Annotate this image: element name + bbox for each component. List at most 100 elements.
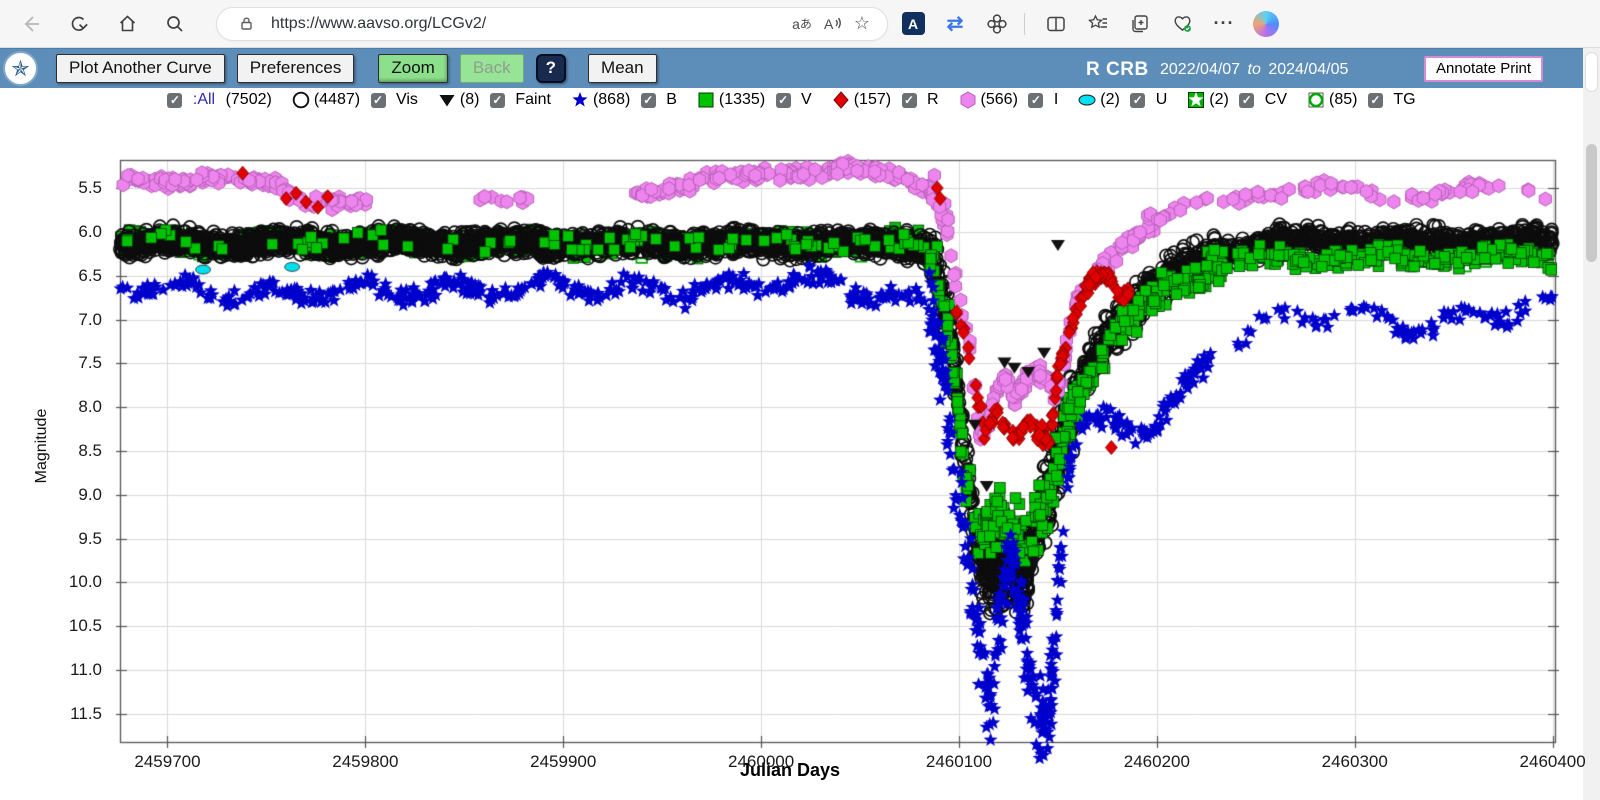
legend-label-all: :All: [193, 91, 215, 109]
x-tick-label: 2460100: [914, 752, 1004, 772]
back-icon[interactable]: [14, 7, 48, 41]
legend-checkbox-cv[interactable]: ✓: [1239, 93, 1254, 108]
browser-toolbar: https://www.aavso.org/LCGv2/ aあ A ☆ A ⇄ …: [0, 0, 1600, 48]
legend-checkbox-r[interactable]: ✓: [902, 93, 917, 108]
y-tick-label: 5.5: [38, 178, 102, 198]
x-tick-label: 2460300: [1310, 752, 1400, 772]
x-tick-label: 2460400: [1508, 752, 1598, 772]
legend-checkbox-v[interactable]: ✓: [776, 93, 791, 108]
faint-marker-icon: [437, 90, 457, 110]
lcg-toolbar: ✯ Plot Another Curve Preferences Zoom Ba…: [0, 48, 1583, 88]
scrollbar-cap: [1585, 52, 1598, 92]
x-tick-label: 2460200: [1112, 752, 1202, 772]
legend-item-v: (1335) ✓ V: [696, 90, 812, 110]
read-aloud-icon[interactable]: A: [817, 9, 847, 39]
aavso-logo-icon[interactable]: ✯: [3, 51, 38, 86]
legend-item-r: (157) ✓ R: [831, 90, 939, 110]
legend-count-b: (868): [593, 91, 630, 109]
legend-count-r: (157): [854, 91, 891, 109]
legend-checkbox-u[interactable]: ✓: [1130, 93, 1145, 108]
u-marker-icon: [1077, 90, 1097, 110]
legend-checkbox-all[interactable]: ✓: [167, 93, 182, 108]
legend-item-cv: (2) ✓ CV: [1186, 90, 1287, 110]
star-name-title: R CRB: [1086, 59, 1149, 81]
settings-ellipsis-icon[interactable]: ···: [1207, 7, 1241, 41]
y-tick-label: 9.0: [38, 485, 102, 505]
x-tick-label: 2459700: [122, 752, 212, 772]
legend-label-v: V: [801, 91, 812, 109]
legend-checkbox-vis[interactable]: ✓: [371, 93, 386, 108]
legend-label-vis: Vis: [396, 91, 418, 109]
translate-icon[interactable]: aあ: [787, 9, 817, 39]
mean-button[interactable]: Mean: [588, 54, 657, 83]
legend-item-all: ✓ :All (7502): [167, 91, 271, 109]
annotate-print-button[interactable]: Annotate Print: [1424, 56, 1543, 82]
y-tick-label: 6.5: [38, 266, 102, 286]
help-button[interactable]: ?: [536, 54, 566, 83]
svg-text:A: A: [824, 16, 834, 32]
favorite-star-icon[interactable]: ☆: [847, 9, 877, 39]
legend-label-u: U: [1156, 91, 1168, 109]
toolbar-divider: [1024, 13, 1025, 35]
cv-marker-icon: [1186, 90, 1206, 110]
collections-icon[interactable]: [1123, 7, 1157, 41]
r-marker-icon: [831, 90, 851, 110]
legend-item-vis: (4487) ✓ Vis: [291, 90, 418, 110]
favorites-list-icon[interactable]: [1081, 7, 1115, 41]
extension-a-icon[interactable]: A: [896, 7, 930, 41]
y-tick-label: 11.0: [38, 660, 102, 680]
legend-count-faint: (8): [460, 91, 480, 109]
legend-count-vis: (4487): [314, 91, 360, 109]
address-bar[interactable]: https://www.aavso.org/LCGv2/ aあ A ☆: [216, 7, 888, 41]
v-marker-icon: [696, 90, 716, 110]
light-curve-plot[interactable]: [0, 118, 1600, 800]
y-tick-label: 9.5: [38, 529, 102, 549]
legend-checkbox-faint[interactable]: ✓: [490, 93, 505, 108]
legend-checkbox-tg[interactable]: ✓: [1368, 93, 1383, 108]
legend-label-i: I: [1054, 91, 1058, 109]
light-curve-chart: [0, 118, 1600, 800]
x-tick-label: 2460000: [716, 752, 806, 772]
preferences-button[interactable]: Preferences: [237, 54, 355, 83]
date-start: 2022/04/07: [1160, 61, 1240, 78]
i-marker-icon: [958, 90, 978, 110]
y-tick-label: 10.5: [38, 616, 102, 636]
date-range: 2022/04/07 to 2024/04/05: [1160, 61, 1348, 79]
copilot-icon[interactable]: [1249, 7, 1283, 41]
refresh-icon[interactable]: [62, 7, 96, 41]
sync-tabs-icon[interactable]: ⇄: [938, 7, 972, 41]
zoom-button[interactable]: Zoom: [378, 54, 447, 83]
back-button[interactable]: Back: [460, 54, 524, 83]
legend-count-i: (566): [981, 91, 1018, 109]
split-screen-icon[interactable]: [1039, 7, 1073, 41]
legend-item-b: (868) ✓ B: [570, 90, 677, 110]
band-legend: ✓ :All (7502) (4487) ✓ Vis (8) ✓ Faint (868…: [0, 90, 1583, 110]
y-tick-label: 7.0: [38, 310, 102, 330]
legend-item-faint: (8) ✓ Faint: [437, 90, 551, 110]
y-tick-label: 10.0: [38, 572, 102, 592]
legend-count-u: (2): [1100, 91, 1120, 109]
y-tick-label: 8.0: [38, 397, 102, 417]
legend-label-tg: TG: [1393, 91, 1415, 109]
legend-label-b: B: [666, 91, 677, 109]
y-tick-label: 11.5: [38, 704, 102, 724]
date-end: 2024/04/05: [1268, 61, 1348, 78]
legend-item-i: (566) ✓ I: [958, 90, 1059, 110]
home-icon[interactable]: [110, 7, 144, 41]
legend-count-tg: (85): [1329, 91, 1357, 109]
vis-marker-icon: [291, 90, 311, 110]
x-tick-label: 2459900: [518, 752, 608, 772]
extensions-flower-icon[interactable]: [980, 7, 1014, 41]
legend-label-faint: Faint: [515, 91, 551, 109]
lock-icon: [231, 9, 261, 39]
plot-another-curve-button[interactable]: Plot Another Curve: [56, 54, 225, 83]
legend-checkbox-i[interactable]: ✓: [1028, 93, 1043, 108]
legend-count-all: (7502): [226, 91, 272, 109]
tg-marker-icon: [1306, 90, 1326, 110]
search-icon[interactable]: [158, 7, 192, 41]
browser-essentials-icon[interactable]: [1165, 7, 1199, 41]
legend-checkbox-b[interactable]: ✓: [641, 93, 656, 108]
legend-item-u: (2) ✓ U: [1077, 90, 1167, 110]
url-text[interactable]: https://www.aavso.org/LCGv2/: [271, 15, 787, 33]
date-separator: to: [1245, 61, 1264, 78]
